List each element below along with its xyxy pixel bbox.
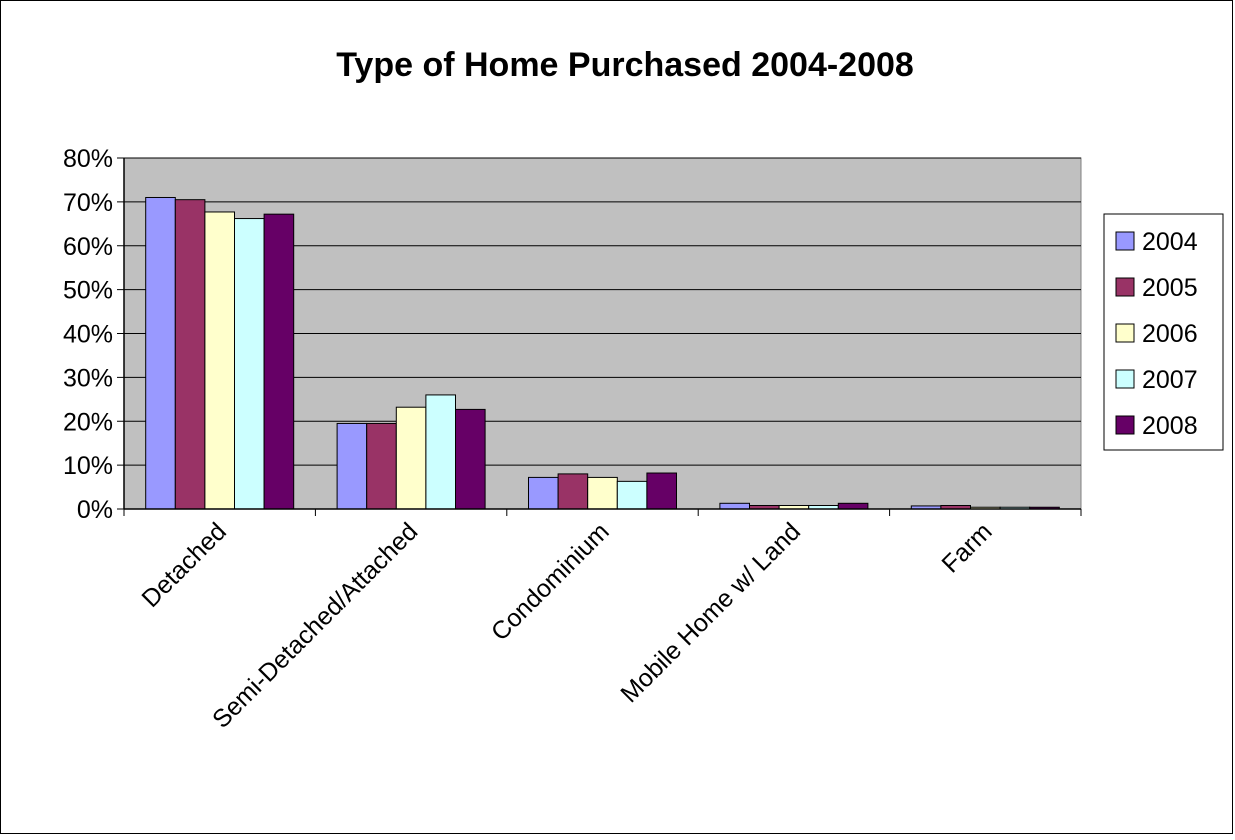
bar-2004-3	[719, 502, 751, 510]
legend-swatch-2008	[1115, 415, 1135, 435]
legend-label-2006: 2006	[1142, 320, 1198, 348]
y-tick-label: 30%	[63, 364, 113, 392]
legend-swatch-2006	[1115, 323, 1135, 343]
bars	[145, 196, 1060, 510]
legend-label-2008: 2008	[1142, 412, 1198, 440]
chart-title: Type of Home Purchased 2004-2008	[336, 46, 914, 84]
axes	[117, 157, 1082, 516]
bar-2008-3	[837, 502, 869, 510]
y-tick-label: 80%	[63, 145, 113, 173]
y-tick-label: 40%	[63, 321, 113, 349]
y-tick-label: 10%	[63, 452, 113, 480]
legend-label-2004: 2004	[1142, 228, 1198, 256]
y-tick-label: 50%	[63, 277, 113, 305]
bar-2007-0	[234, 218, 265, 510]
bar-2004-2	[528, 476, 559, 510]
bar-2005-0	[174, 199, 206, 510]
bar-2006-1	[395, 406, 427, 510]
legend: 2004 2005 2006 2007 2008	[1103, 213, 1224, 451]
y-tick-label: 0%	[77, 496, 113, 524]
bar-2004-0	[145, 196, 176, 510]
bar-2005-1	[366, 422, 397, 510]
bar-2007-1	[425, 394, 456, 510]
bar-2008-1	[455, 408, 486, 510]
bar-2007-2	[616, 480, 648, 510]
y-tick-label: 20%	[63, 408, 113, 436]
bar-2008-2	[646, 472, 678, 510]
legend-swatch-2004	[1115, 231, 1135, 251]
y-tick-label: 70%	[63, 189, 113, 217]
y-tick-label: 60%	[63, 233, 113, 261]
y-tick-labels: 0% 10% 20% 30% 40% 50% 60% 70% 80%	[63, 145, 113, 524]
bar-2008-0	[263, 213, 295, 510]
bar-2006-0	[204, 211, 235, 510]
legend-swatch-2007	[1115, 369, 1135, 389]
legend-label-2007: 2007	[1142, 366, 1198, 394]
legend-label-2005: 2005	[1142, 274, 1198, 302]
legend-swatch-2005	[1115, 277, 1135, 297]
bar-2004-1	[336, 422, 368, 510]
bar-2005-2	[557, 473, 589, 510]
bar-2006-2	[587, 476, 618, 510]
